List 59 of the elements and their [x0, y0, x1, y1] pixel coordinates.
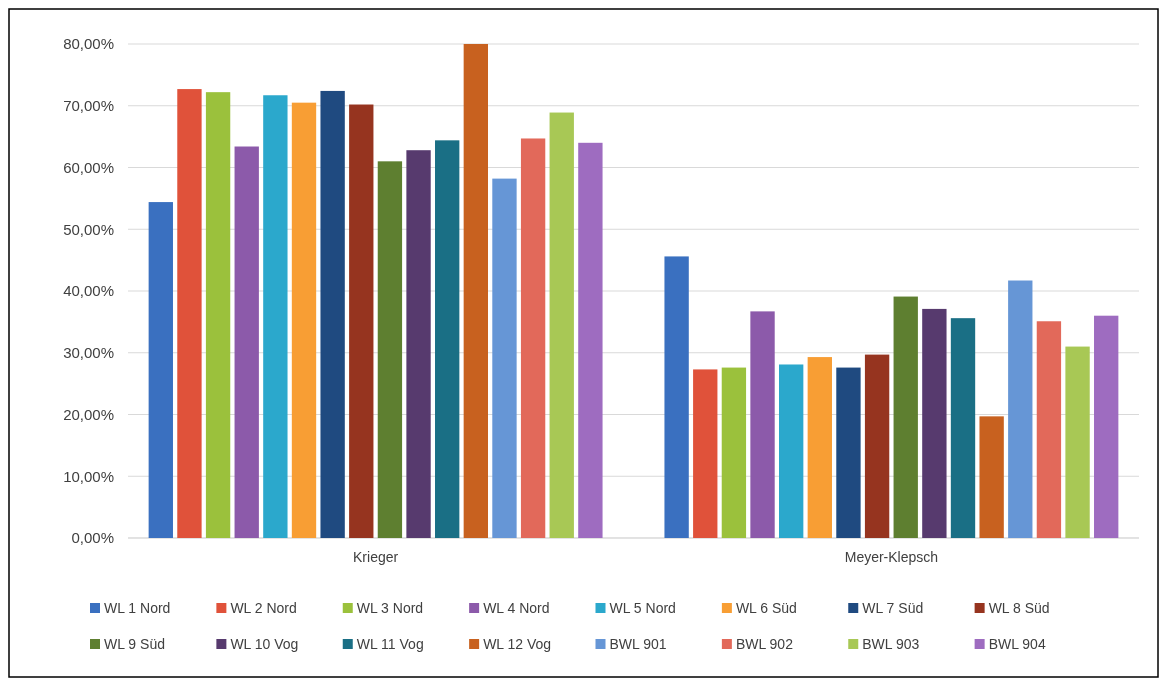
- y-tick-label: 20,00%: [63, 405, 114, 423]
- x-tick-label: Meyer-Klepsch: [844, 549, 939, 565]
- legend-label: WL 8 Süd: [988, 599, 1050, 616]
- x-tick-label: Krieger: [353, 549, 399, 565]
- bar: [406, 150, 431, 538]
- legend-label: WL 10 Vog: [230, 635, 299, 652]
- bar: [520, 138, 546, 538]
- bar: [693, 369, 718, 538]
- bar: [1094, 315, 1119, 538]
- bar: [349, 104, 374, 538]
- y-tick-label: 30,00%: [63, 344, 114, 361]
- legend-label: WL 12 Vog: [483, 635, 552, 652]
- bar: [1065, 346, 1090, 538]
- bar: [492, 178, 517, 538]
- bar: [836, 367, 861, 538]
- y-tick-label: 50,00%: [63, 220, 114, 238]
- legend-label: WL 4 Nord: [483, 599, 550, 616]
- bar: [263, 95, 288, 538]
- bar: [779, 364, 804, 538]
- bar: [148, 202, 173, 538]
- legend-label: BWL 902: [735, 635, 794, 652]
- legend-label: WL 9 Süd: [104, 635, 165, 652]
- bar: [578, 142, 603, 538]
- bar: [291, 102, 317, 538]
- legend-label: BWL 904: [988, 635, 1046, 652]
- y-tick-label: 0,00%: [71, 529, 114, 547]
- bar: [234, 146, 259, 538]
- y-tick-label: 40,00%: [63, 282, 114, 300]
- y-tick-label: 80,00%: [63, 35, 114, 53]
- bar: [922, 308, 947, 538]
- bar: [864, 354, 890, 538]
- bar: [177, 89, 202, 538]
- bar: [1008, 280, 1033, 538]
- bar: [377, 161, 403, 538]
- bar: [320, 90, 345, 538]
- legend-label: WL 6 Süd: [735, 599, 797, 616]
- bar: [435, 140, 460, 538]
- legend-label: BWL 901: [609, 635, 667, 652]
- bar: [750, 311, 775, 538]
- legend-label: WL 7 Süd: [862, 599, 924, 616]
- bar: [463, 44, 488, 538]
- legend-label: BWL 903: [862, 635, 920, 652]
- bar: [549, 112, 574, 538]
- bar: [664, 256, 689, 538]
- legend-label: WL 2 Nord: [230, 599, 297, 616]
- bar: [807, 357, 832, 538]
- bar: [1036, 321, 1062, 538]
- bar: [721, 367, 747, 538]
- y-tick-label: 70,00%: [63, 97, 114, 114]
- y-tick-label: 60,00%: [63, 158, 114, 176]
- bar: [950, 318, 976, 538]
- y-tick-label: 10,00%: [63, 467, 114, 485]
- bar: [979, 416, 1004, 538]
- legend-label: WL 5 Nord: [609, 599, 676, 616]
- legend-label: WL 3 Nord: [356, 599, 424, 616]
- bar: [205, 92, 231, 538]
- bar: [893, 296, 918, 538]
- legend-label: WL 11 Vog: [356, 635, 424, 652]
- legend-label: WL 1 Nord: [104, 599, 171, 616]
